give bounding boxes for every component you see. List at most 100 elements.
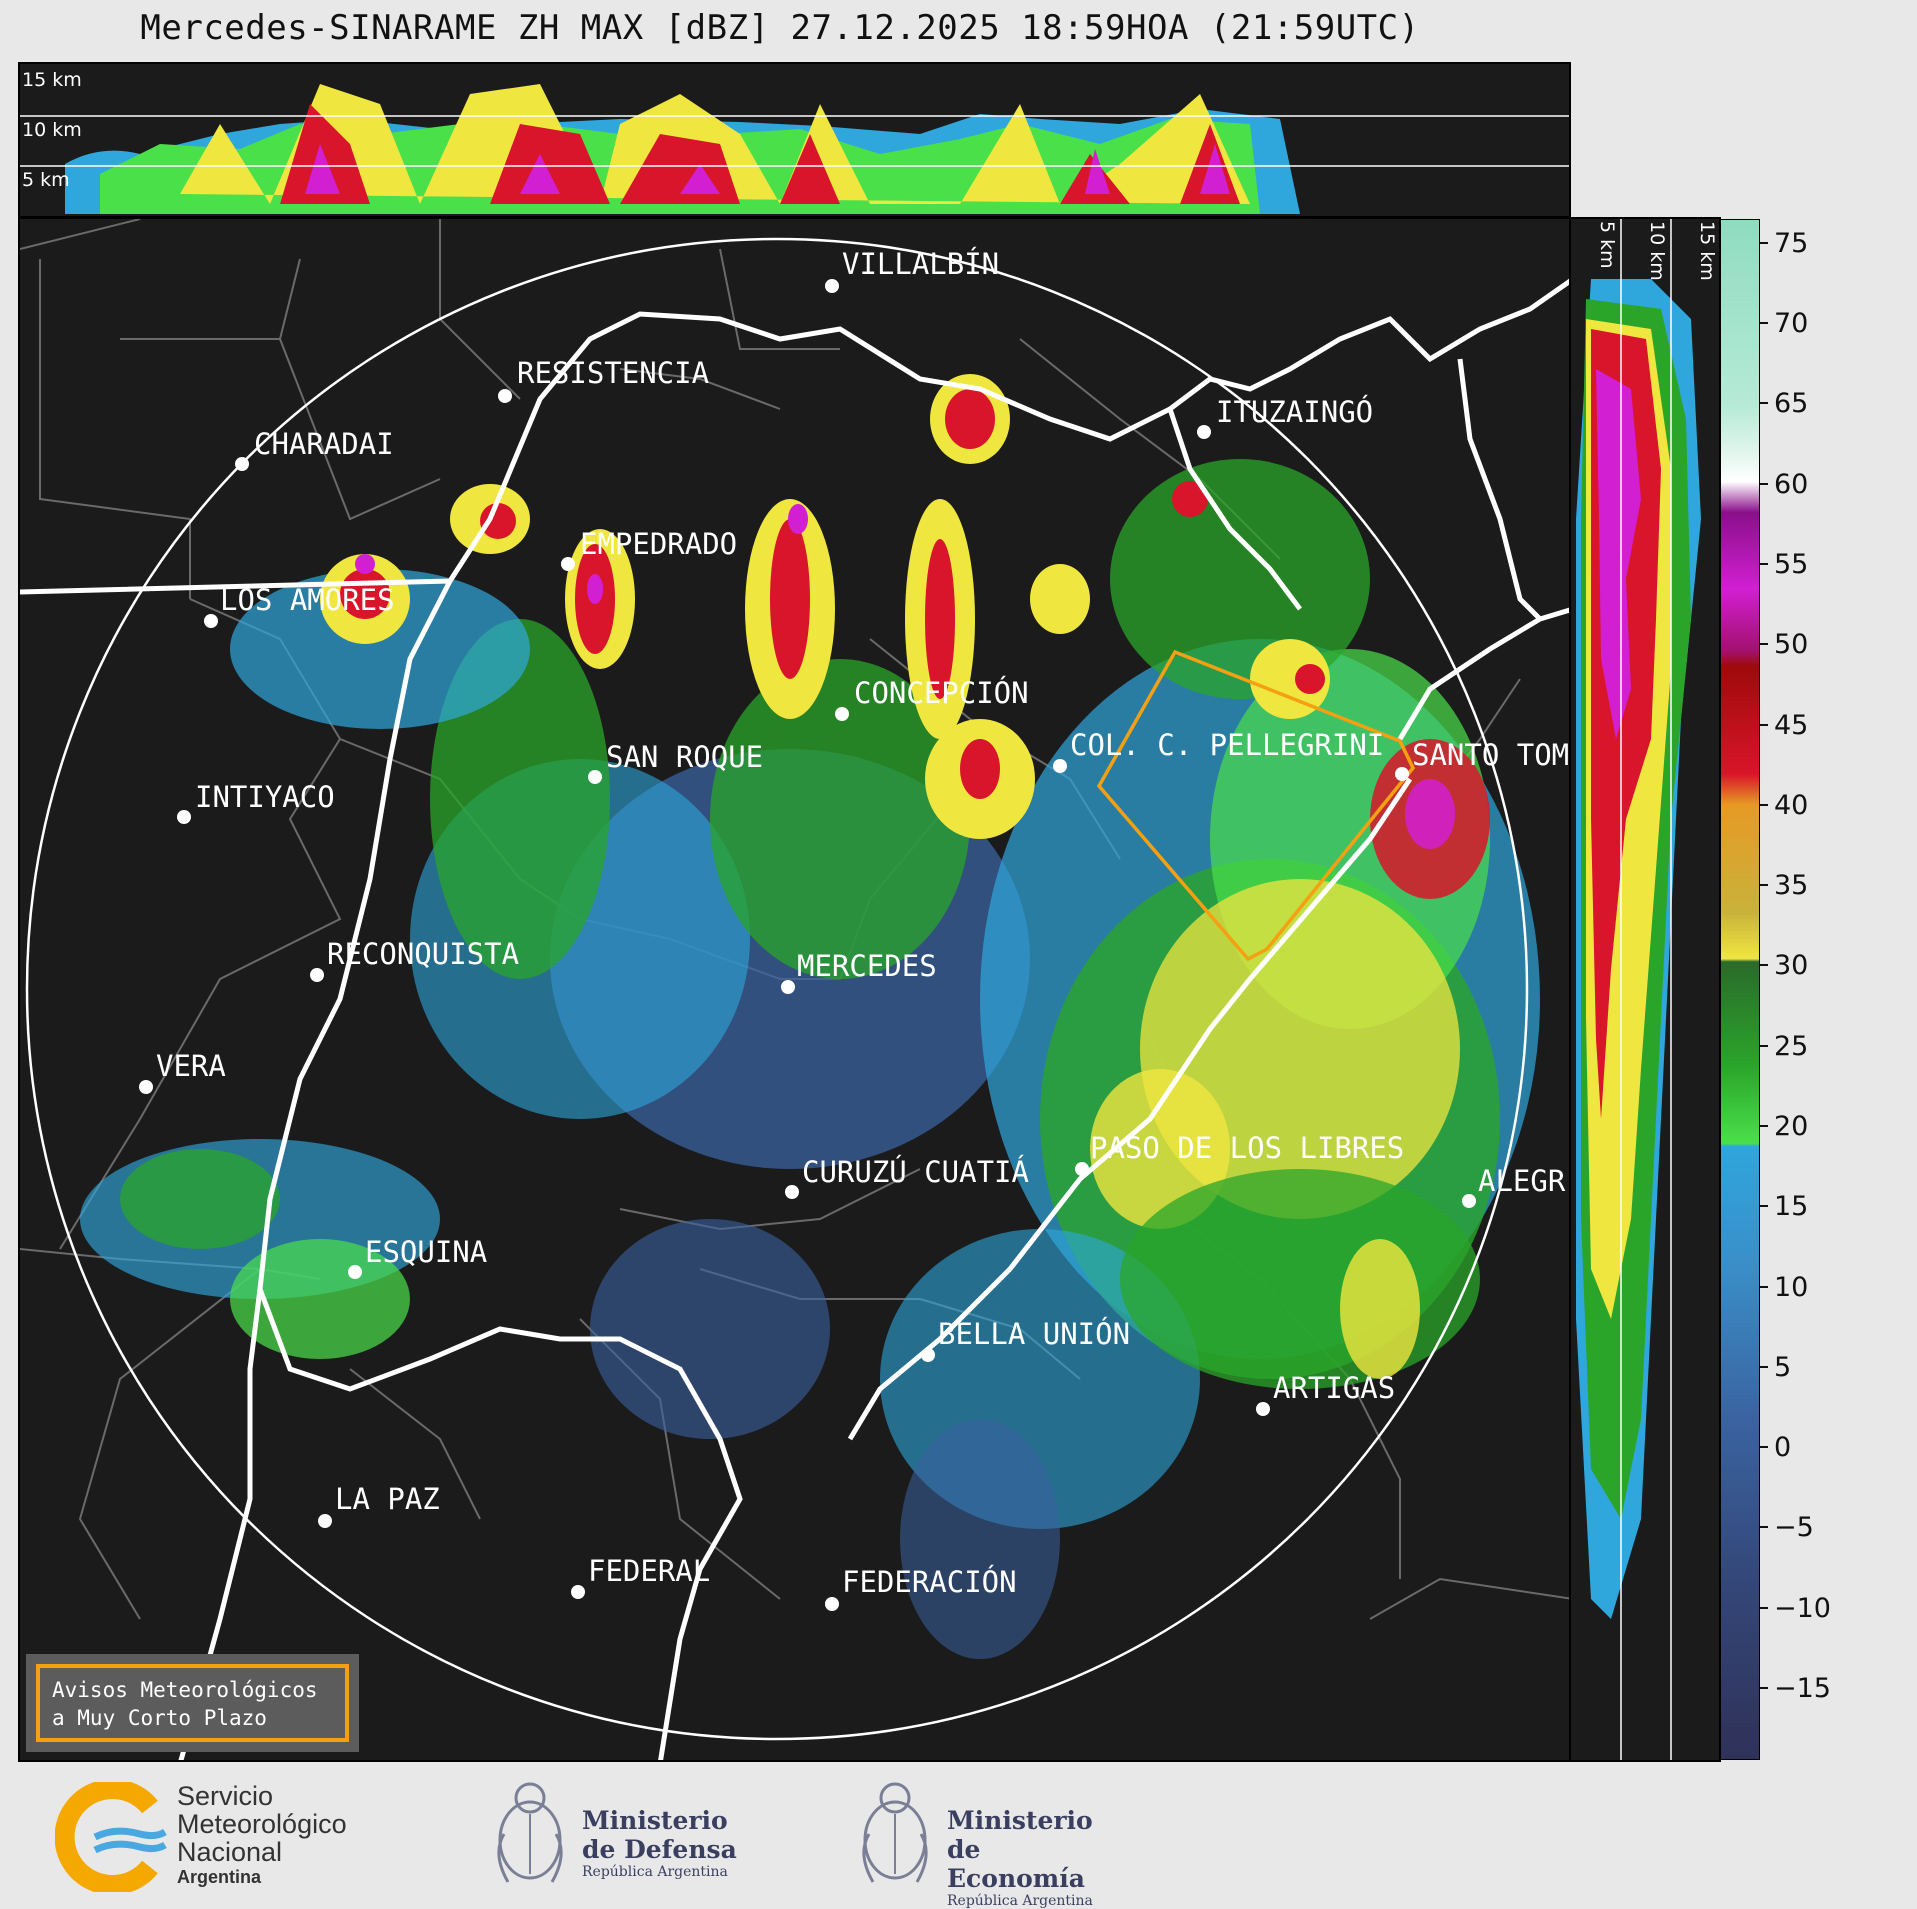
colorbar-tick: −15 (1774, 1673, 1831, 1704)
city-paso-de-los-libres[interactable]: PASO DE LOS LIBRES (1075, 1131, 1404, 1176)
svg-text:VERA: VERA (156, 1049, 226, 1083)
economia-line-1: Ministerio (947, 1806, 1093, 1835)
page-title: Mercedes-SINARAME ZH MAX [dBZ] 27.12.202… (140, 8, 1420, 48)
city-santo-tome[interactable]: SANTO TOM (1395, 738, 1569, 781)
svg-text:CONCEPCIÓN: CONCEPCIÓN (854, 676, 1029, 710)
smn-line-1: Servicio (177, 1781, 274, 1811)
svg-text:ITUZAINGÓ: ITUZAINGÓ (1216, 395, 1373, 429)
city-alegrete[interactable]: ALEGR (1462, 1164, 1566, 1208)
colorbar-tick: 15 (1774, 1191, 1808, 1222)
svg-text:RECONQUISTA: RECONQUISTA (327, 937, 519, 971)
radar-map[interactable]: VILLALBÍN RESISTENCIA CHARADAI ITUZAINGÓ… (18, 217, 1571, 1762)
city-federal[interactable]: FEDERAL (571, 1554, 710, 1599)
city-concepcion[interactable]: CONCEPCIÓN (835, 676, 1029, 721)
economia-line-3: República Argentina (947, 1893, 1093, 1909)
notice-line-1: Avisos Meteorológicos (52, 1678, 318, 1702)
defensa-line-3: República Argentina (582, 1864, 728, 1880)
city-col-c-pellegrini[interactable]: COL. C. PELLEGRINI (1053, 728, 1384, 773)
notice-line-2: a Muy Corto Plazo (52, 1706, 267, 1730)
colorbar-ticks: 75 70 65 60 55 50 45 40 35 30 25 20 15 1… (1760, 228, 1831, 1704)
city-san-roque[interactable]: SAN ROQUE (588, 740, 763, 784)
coat-of-arms-icon (497, 1782, 563, 1883)
city-vera[interactable]: VERA (139, 1049, 226, 1094)
colorbar-tick: 60 (1774, 469, 1808, 500)
svg-text:MERCEDES: MERCEDES (797, 949, 937, 983)
city-resistencia[interactable]: RESISTENCIA (498, 356, 709, 403)
colorbar-tick: 35 (1774, 870, 1808, 901)
city-villalbin[interactable]: VILLALBÍN (825, 247, 999, 293)
svg-text:CHARADAI: CHARADAI (254, 427, 394, 461)
city-esquina[interactable]: ESQUINA (348, 1235, 487, 1279)
city-ituzaingo[interactable]: ITUZAINGÓ (1197, 395, 1373, 439)
ministerio-defensa-logo: Ministerio de Defensa República Argentin… (490, 1772, 750, 1902)
colorbar-tick: 70 (1774, 308, 1808, 339)
smn-line-2: Meteorológico (177, 1809, 347, 1839)
colorbar-tick: 50 (1774, 629, 1808, 660)
side-height-profile: 5 km 10 km 15 km (1569, 217, 1721, 1762)
city-markers: VILLALBÍN RESISTENCIA CHARADAI ITUZAINGÓ… (139, 247, 1569, 1611)
svg-text:ARTIGAS: ARTIGAS (1273, 1371, 1395, 1405)
economia-line-2: de Economía (947, 1835, 1085, 1893)
top-profile-15km-label: 15 km (22, 69, 82, 91)
colorbar-tick: 0 (1774, 1432, 1791, 1463)
city-bella-union[interactable]: BELLA UNIÓN (921, 1317, 1130, 1362)
defensa-line-2: de Defensa (582, 1835, 737, 1864)
colorbar-tick: 55 (1774, 549, 1808, 580)
city-los-amores[interactable]: LOS AMORES (204, 583, 395, 628)
city-la-paz[interactable]: LA PAZ (318, 1482, 440, 1528)
colorbar-tick: 30 (1774, 950, 1808, 981)
defensa-line-1: Ministerio (582, 1806, 728, 1835)
side-profile-15km-label: 15 km (1696, 221, 1718, 281)
city-artigas[interactable]: ARTIGAS (1256, 1371, 1395, 1416)
city-intiyaco[interactable]: INTIYACO (177, 780, 335, 824)
svg-text:VILLALBÍN: VILLALBÍN (842, 247, 999, 281)
colorbar-tick: 40 (1774, 790, 1808, 821)
colorbar-tick: 65 (1774, 388, 1808, 419)
svg-text:COL. C. PELLEGRINI: COL. C. PELLEGRINI (1070, 728, 1384, 762)
top-profile-5km-label: 5 km (22, 169, 70, 191)
dbz-colorbar (1720, 219, 1760, 1760)
top-profile-10km-label: 10 km (22, 119, 82, 141)
svg-text:RESISTENCIA: RESISTENCIA (517, 356, 709, 390)
radar-echoes (80, 374, 1540, 1659)
svg-text:INTIYACO: INTIYACO (195, 780, 335, 814)
city-charadai[interactable]: CHARADAI (235, 427, 394, 471)
smn-emblem-icon (55, 1782, 167, 1892)
city-empedrado[interactable]: EMPEDRADO (561, 527, 737, 571)
city-mercedes[interactable]: MERCEDES (781, 949, 937, 994)
svg-text:CURUZÚ CUATIÁ: CURUZÚ CUATIÁ (802, 1155, 1029, 1189)
city-reconquista[interactable]: RECONQUISTA (310, 937, 519, 982)
ministerio-economia-logo: Ministerio de Economía República Argenti… (855, 1772, 1125, 1909)
short-term-warnings-box[interactable]: Avisos Meteorológicos a Muy Corto Plazo (26, 1654, 359, 1752)
top-height-profile: 15 km 10 km 5 km (18, 62, 1571, 218)
colorbar-tick: 10 (1774, 1272, 1808, 1303)
city-curuzu-cuatia[interactable]: CURUZÚ CUATIÁ (785, 1155, 1029, 1199)
svg-text:SAN ROQUE: SAN ROQUE (606, 740, 763, 774)
svg-text:SANTO TOM: SANTO TOM (1412, 738, 1569, 772)
colorbar-tick: −5 (1774, 1512, 1814, 1543)
colorbar-tick: 5 (1774, 1352, 1791, 1383)
svg-text:BELLA UNIÓN: BELLA UNIÓN (938, 1317, 1130, 1351)
radar-range-circle (25, 237, 1529, 1741)
svg-text:LOS AMORES: LOS AMORES (220, 583, 395, 617)
svg-text:PASO DE LOS LIBRES: PASO DE LOS LIBRES (1090, 1131, 1404, 1165)
colorbar-tick: −10 (1774, 1593, 1831, 1624)
colorbar-tick: 45 (1774, 710, 1808, 741)
svg-text:ALEGR: ALEGR (1478, 1164, 1566, 1198)
svg-text:ESQUINA: ESQUINA (365, 1235, 487, 1269)
profile-echoes (65, 84, 1300, 214)
coat-of-arms-icon (862, 1782, 928, 1883)
svg-text:FEDERACIÓN: FEDERACIÓN (842, 1565, 1017, 1599)
smn-line-3: Nacional (177, 1837, 283, 1867)
city-federacion[interactable]: FEDERACIÓN (825, 1565, 1017, 1611)
side-profile-echoes (1576, 279, 1701, 1619)
side-profile-5km-label: 5 km (1596, 221, 1618, 269)
colorbar-tick: 20 (1774, 1111, 1808, 1142)
warning-polygon[interactable] (1096, 649, 1416, 962)
colorbar-tick: 75 (1774, 228, 1808, 259)
colorbar-tick: 25 (1774, 1031, 1808, 1062)
side-profile-10km-label: 10 km (1646, 221, 1668, 281)
smn-line-4: Argentina (177, 1867, 262, 1887)
svg-text:LA PAZ: LA PAZ (335, 1482, 440, 1516)
smn-logo: Servicio Meteorológico Nacional Argentin… (55, 1772, 395, 1902)
